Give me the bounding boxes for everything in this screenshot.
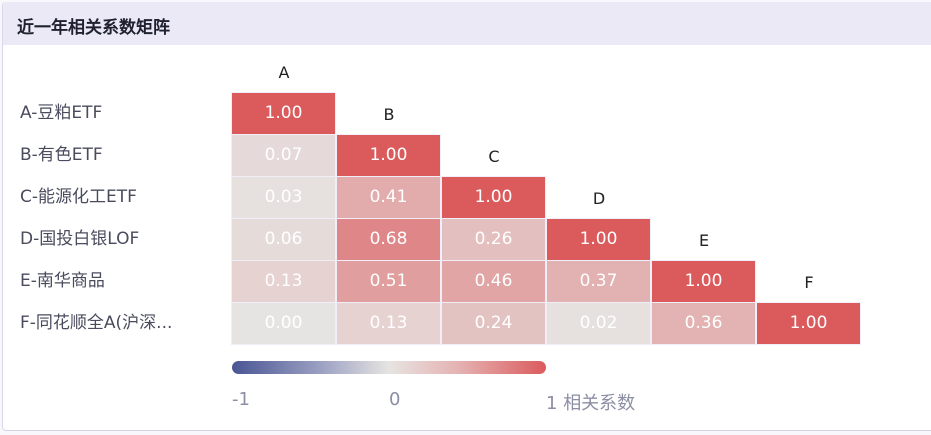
heatmap-cell[interactable]: 1.00 <box>756 302 861 345</box>
heatmap-cell[interactable]: 0.24 <box>441 302 546 345</box>
heatmap-cell[interactable]: 1.00 <box>546 218 651 261</box>
heatmap-cell[interactable]: 0.36 <box>651 302 756 345</box>
heatmap-cell[interactable]: 1.00 <box>336 134 441 177</box>
heatmap-cell[interactable]: 0.07 <box>231 134 336 177</box>
panel-header: 近一年相关系数矩阵 <box>3 2 931 45</box>
colorbar-min-label: -1 <box>232 389 250 410</box>
heatmap-cell[interactable]: 1.00 <box>651 260 756 303</box>
column-label-d: D <box>592 189 606 208</box>
colorbar-max-label: 1 相关系数 <box>546 393 636 414</box>
colorbar-mid-label: 0 <box>389 389 401 410</box>
heatmap-cell[interactable]: 0.68 <box>336 218 441 261</box>
column-label-f: F <box>804 273 814 292</box>
row-label-b: B-有色ETF <box>20 145 103 165</box>
heatmap-cell[interactable]: 0.26 <box>441 218 546 261</box>
heatmap-cell[interactable]: 0.13 <box>336 302 441 345</box>
colorbar-title: 相关系数 <box>563 393 636 414</box>
row-label-c: C-能源化工ETF <box>20 187 137 207</box>
column-label-e: E <box>698 231 710 250</box>
row-label-e: E-南华商品 <box>20 271 105 291</box>
heatmap-cell[interactable]: 0.03 <box>231 176 336 219</box>
heatmap-cell[interactable]: 0.02 <box>546 302 651 345</box>
row-label-f: F-同花顺全A(沪深... <box>20 313 173 333</box>
heatmap-cell[interactable]: 0.41 <box>336 176 441 219</box>
column-label-a: A <box>278 63 290 82</box>
row-label-d: D-国投白银LOF <box>20 229 140 249</box>
heatmap-cell[interactable]: 0.06 <box>231 218 336 261</box>
column-label-b: B <box>383 105 395 124</box>
heatmap-cell[interactable]: 0.46 <box>441 260 546 303</box>
colorbar-gradient <box>232 361 546 374</box>
heatmap-cell[interactable]: 0.13 <box>231 260 336 303</box>
heatmap-cell[interactable]: 1.00 <box>441 176 546 219</box>
heatmap-cell[interactable]: 0.37 <box>546 260 651 303</box>
row-label-a: A-豆粕ETF <box>20 103 103 123</box>
heatmap-cell[interactable]: 0.00 <box>231 302 336 345</box>
column-label-c: C <box>488 147 500 166</box>
panel-title: 近一年相关系数矩阵 <box>17 18 170 38</box>
heatmap-cell[interactable]: 1.00 <box>231 92 336 135</box>
heatmap-cell[interactable]: 0.51 <box>336 260 441 303</box>
